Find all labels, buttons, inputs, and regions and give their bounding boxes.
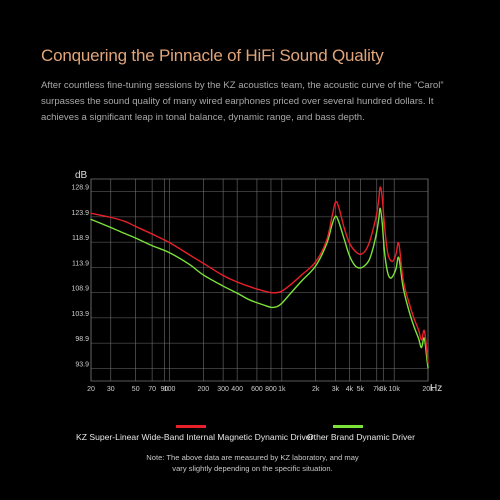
legend-label-kz: KZ Super-Linear Wide-Band Internal Magne… xyxy=(76,432,314,442)
x-tick-label: 400 xyxy=(231,386,243,393)
x-tick-label: 4k xyxy=(346,386,354,393)
page-description: After countless fine-tuning sessions by … xyxy=(41,80,444,123)
x-tick-label: 5k xyxy=(357,386,365,393)
footnote: Note: The above data are measured by KZ … xyxy=(146,453,359,473)
x-tick-label: 1k xyxy=(278,386,286,393)
x-tick-label: 100 xyxy=(164,386,176,393)
x-tick-label: 20k xyxy=(422,386,434,393)
legend-swatch-kz xyxy=(176,425,206,428)
x-tick-label: 70 xyxy=(148,386,156,393)
x-tick-label: 2k xyxy=(312,386,320,393)
x-tick-label: 90 xyxy=(160,386,168,393)
legend-swatch-other xyxy=(333,425,363,428)
x-tick-label: 800 xyxy=(265,386,277,393)
x-tick-label: 20 xyxy=(87,386,95,393)
y-tick-label: 93.9 xyxy=(75,361,89,368)
x-tick-label: 8k xyxy=(380,386,388,393)
legend-label-other: Other Brand Dynamic Driver xyxy=(307,432,415,442)
series-line-other xyxy=(90,207,429,369)
y-tick-label: 123.9 xyxy=(71,210,89,217)
x-tick-label: 10k xyxy=(389,386,401,393)
x-axis-label: Hz xyxy=(430,383,442,394)
page-title: Conquering the Pinnacle of HiFi Sound Qu… xyxy=(41,46,384,65)
x-tick-label: 200 xyxy=(197,386,209,393)
x-tick-label: 300 xyxy=(217,386,229,393)
x-tick-label: 600 xyxy=(251,386,263,393)
y-tick-label: 113.9 xyxy=(72,260,89,267)
y-tick-label: 103.9 xyxy=(71,311,89,318)
y-axis-label: dB xyxy=(75,170,88,181)
y-tick-label: 98.9 xyxy=(75,336,89,343)
x-tick-label: 3k xyxy=(332,386,340,393)
y-tick-label: 118.9 xyxy=(72,235,89,242)
x-tick-label: 50 xyxy=(132,386,140,393)
series-line-kz xyxy=(90,186,429,364)
x-tick-label: 7k xyxy=(373,386,381,393)
y-tick-label: 128.9 xyxy=(71,185,89,192)
x-tick-label: 30 xyxy=(107,386,115,393)
y-tick-label: 108.9 xyxy=(71,286,89,293)
